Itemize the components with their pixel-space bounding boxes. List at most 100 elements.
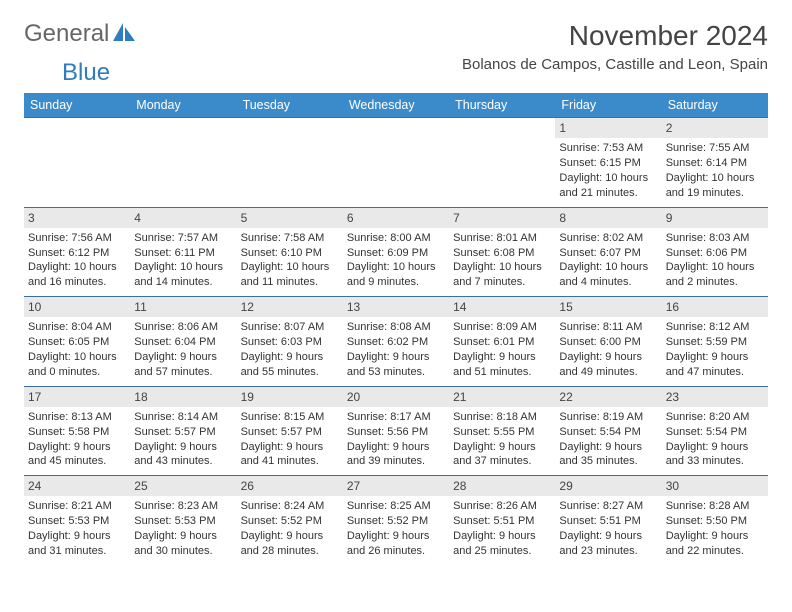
cell-line-day2: and 2 minutes. — [666, 275, 764, 290]
cell-line-day2: and 28 minutes. — [241, 544, 339, 559]
cell-line-day1: Daylight: 10 hours — [559, 260, 657, 275]
day-number: 21 — [449, 387, 555, 407]
calendar-cell — [237, 118, 343, 208]
month-title: November 2024 — [462, 20, 768, 52]
calendar-table: SundayMondayTuesdayWednesdayThursdayFrid… — [24, 93, 768, 565]
cell-line-sunrise: Sunrise: 8:00 AM — [347, 231, 445, 246]
calendar-cell: 27Sunrise: 8:25 AMSunset: 5:52 PMDayligh… — [343, 476, 449, 565]
cell-line-sunrise: Sunrise: 8:18 AM — [453, 410, 551, 425]
cell-line-sunset: Sunset: 6:07 PM — [559, 246, 657, 261]
cell-line-day1: Daylight: 9 hours — [134, 440, 232, 455]
cell-line-day2: and 7 minutes. — [453, 275, 551, 290]
cell-line-day1: Daylight: 9 hours — [134, 529, 232, 544]
cell-line-sunrise: Sunrise: 7:56 AM — [28, 231, 126, 246]
cell-line-day2: and 41 minutes. — [241, 454, 339, 469]
calendar-cell: 11Sunrise: 8:06 AMSunset: 6:04 PMDayligh… — [130, 297, 236, 387]
cell-line-sunset: Sunset: 5:57 PM — [241, 425, 339, 440]
cell-line-sunset: Sunset: 5:53 PM — [134, 514, 232, 529]
day-header: Tuesday — [237, 93, 343, 118]
cell-line-sunrise: Sunrise: 8:19 AM — [559, 410, 657, 425]
cell-line-day1: Daylight: 10 hours — [241, 260, 339, 275]
cell-line-sunset: Sunset: 6:14 PM — [666, 156, 764, 171]
day-number: 20 — [343, 387, 449, 407]
day-number: 30 — [662, 476, 768, 496]
cell-line-sunrise: Sunrise: 8:01 AM — [453, 231, 551, 246]
cell-line-sunrise: Sunrise: 8:25 AM — [347, 499, 445, 514]
day-number: 7 — [449, 208, 555, 228]
calendar-cell: 16Sunrise: 8:12 AMSunset: 5:59 PMDayligh… — [662, 297, 768, 387]
calendar-cell: 25 Sunrise: 8:23 AMSunset: 5:53 PMDayligh… — [130, 476, 236, 565]
cell-line-day1: Daylight: 9 hours — [241, 440, 339, 455]
cell-line-sunrise: Sunrise: 8:03 AM — [666, 231, 764, 246]
cell-line-sunset: Sunset: 5:56 PM — [347, 425, 445, 440]
cell-line-day2: and 30 minutes. — [134, 544, 232, 559]
day-number: 13 — [343, 297, 449, 317]
location: Bolanos de Campos, Castille and Leon, Sp… — [462, 56, 768, 73]
day-number: 19 — [237, 387, 343, 407]
cell-line-day2: and 16 minutes. — [28, 275, 126, 290]
day-number: 26 — [237, 476, 343, 496]
cell-line-day1: Daylight: 10 hours — [666, 260, 764, 275]
day-number: 28 — [449, 476, 555, 496]
cell-line-sunset: Sunset: 5:57 PM — [134, 425, 232, 440]
cell-line-sunrise: Sunrise: 8:11 AM — [559, 320, 657, 335]
cell-line-sunset: Sunset: 6:10 PM — [241, 246, 339, 261]
calendar-cell: 20Sunrise: 8:17 AMSunset: 5:56 PMDayligh… — [343, 386, 449, 476]
day-number: 25 — [130, 476, 236, 496]
cell-line-day1: Daylight: 9 hours — [666, 440, 764, 455]
cell-line-day2: and 37 minutes. — [453, 454, 551, 469]
cell-line-day2: and 25 minutes. — [453, 544, 551, 559]
day-header: Thursday — [449, 93, 555, 118]
cell-line-day1: Daylight: 9 hours — [666, 350, 764, 365]
cell-line-sunset: Sunset: 6:02 PM — [347, 335, 445, 350]
day-number: 12 — [237, 297, 343, 317]
cell-line-sunrise: Sunrise: 8:17 AM — [347, 410, 445, 425]
cell-line-sunrise: Sunrise: 8:06 AM — [134, 320, 232, 335]
calendar-cell — [343, 118, 449, 208]
cell-line-sunrise: Sunrise: 8:13 AM — [28, 410, 126, 425]
cell-line-day2: and 23 minutes. — [559, 544, 657, 559]
cell-line-day2: and 21 minutes. — [559, 186, 657, 201]
cell-line-day2: and 43 minutes. — [134, 454, 232, 469]
cell-line-sunset: Sunset: 5:59 PM — [666, 335, 764, 350]
cell-line-sunrise: Sunrise: 8:07 AM — [241, 320, 339, 335]
cell-line-day1: Daylight: 9 hours — [28, 529, 126, 544]
day-number: 5 — [237, 208, 343, 228]
cell-line-day2: and 19 minutes. — [666, 186, 764, 201]
day-number: 6 — [343, 208, 449, 228]
cell-line-sunset: Sunset: 6:12 PM — [28, 246, 126, 261]
cell-line-day2: and 0 minutes. — [28, 365, 126, 380]
cell-line-sunrise: Sunrise: 8:24 AM — [241, 499, 339, 514]
cell-line-sunset: Sunset: 6:15 PM — [559, 156, 657, 171]
cell-line-day2: and 57 minutes. — [134, 365, 232, 380]
day-header: Wednesday — [343, 93, 449, 118]
cell-line-day2: and 39 minutes. — [347, 454, 445, 469]
cell-line-day1: Daylight: 9 hours — [666, 529, 764, 544]
cell-line-sunset: Sunset: 6:04 PM — [134, 335, 232, 350]
cell-line-day2: and 35 minutes. — [559, 454, 657, 469]
cell-line-sunrise: Sunrise: 8:27 AM — [559, 499, 657, 514]
cell-line-sunrise: Sunrise: 8:28 AM — [666, 499, 764, 514]
day-number: 11 — [130, 297, 236, 317]
cell-line-sunrise: Sunrise: 8:23 AM — [134, 499, 232, 514]
cell-line-day1: Daylight: 9 hours — [559, 440, 657, 455]
calendar-cell: 6Sunrise: 8:00 AMSunset: 6:09 PMDaylight… — [343, 207, 449, 297]
logo-text-1: General — [24, 20, 109, 48]
calendar-cell: 7Sunrise: 8:01 AMSunset: 6:08 PMDaylight… — [449, 207, 555, 297]
cell-line-sunset: Sunset: 5:52 PM — [241, 514, 339, 529]
calendar-cell: 14Sunrise: 8:09 AMSunset: 6:01 PMDayligh… — [449, 297, 555, 387]
calendar-cell: 28Sunrise: 8:26 AMSunset: 5:51 PMDayligh… — [449, 476, 555, 565]
calendar-cell: 18Sunrise: 8:14 AMSunset: 5:57 PMDayligh… — [130, 386, 236, 476]
day-number: 17 — [24, 387, 130, 407]
day-number: 2 — [662, 118, 768, 138]
cell-line-day2: and 14 minutes. — [134, 275, 232, 290]
cell-line-sunrise: Sunrise: 8:26 AM — [453, 499, 551, 514]
cell-line-day2: and 49 minutes. — [559, 365, 657, 380]
cell-line-day1: Daylight: 9 hours — [347, 529, 445, 544]
day-number: 4 — [130, 208, 236, 228]
cell-line-day1: Daylight: 9 hours — [453, 440, 551, 455]
calendar-cell: 4Sunrise: 7:57 AMSunset: 6:11 PMDaylight… — [130, 207, 236, 297]
cell-line-day1: Daylight: 9 hours — [28, 440, 126, 455]
cell-line-sunset: Sunset: 5:50 PM — [666, 514, 764, 529]
cell-line-sunrise: Sunrise: 7:55 AM — [666, 141, 764, 156]
